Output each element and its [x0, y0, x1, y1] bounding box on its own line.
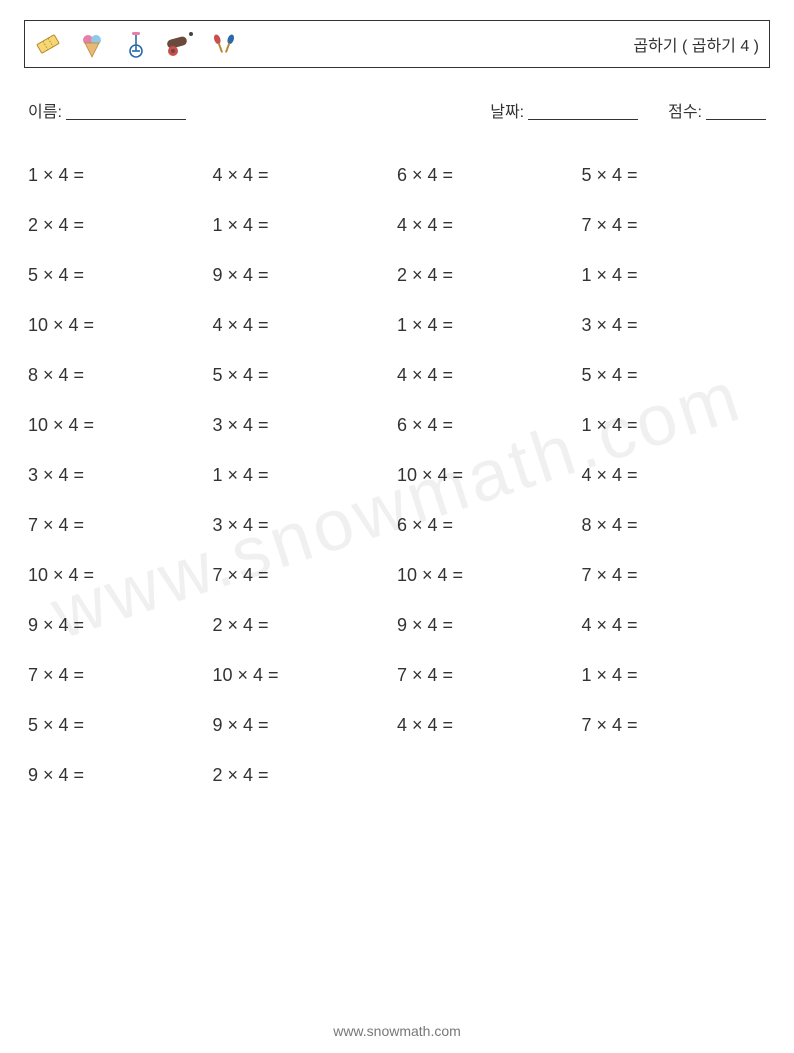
cannon-icon — [163, 27, 197, 61]
problem-cell: 2 × 4 = — [213, 600, 398, 650]
problem-cell: 2 × 4 = — [397, 250, 582, 300]
problem-cell: 4 × 4 = — [582, 450, 767, 500]
problem-cell: 6 × 4 = — [397, 500, 582, 550]
problem-cell: 7 × 4 = — [397, 650, 582, 700]
problem-cell: 5 × 4 = — [28, 700, 213, 750]
problem-cell: 4 × 4 = — [213, 300, 398, 350]
problem-cell: 10 × 4 = — [397, 450, 582, 500]
name-blank[interactable] — [66, 102, 186, 120]
problem-cell: 1 × 4 = — [213, 450, 398, 500]
problem-cell: 6 × 4 = — [397, 400, 582, 450]
problem-cell: 5 × 4 = — [582, 350, 767, 400]
score-field: 점수: — [668, 98, 766, 122]
footer-url: www.snowmath.com — [0, 1023, 794, 1039]
problem-cell: 9 × 4 = — [397, 600, 582, 650]
problem-cell: 3 × 4 = — [213, 500, 398, 550]
problem-cell: 10 × 4 = — [397, 550, 582, 600]
problem-cell: 8 × 4 = — [582, 500, 767, 550]
problem-cell: 7 × 4 = — [582, 200, 767, 250]
problem-cell: 2 × 4 = — [28, 200, 213, 250]
problem-cell: 10 × 4 = — [28, 400, 213, 450]
problem-cell: 5 × 4 = — [28, 250, 213, 300]
ticket-icon — [31, 27, 65, 61]
problem-cell: 10 × 4 = — [28, 300, 213, 350]
unicycle-icon — [119, 27, 153, 61]
problem-cell: 7 × 4 = — [582, 700, 767, 750]
date-label: 날짜: — [490, 98, 524, 122]
problem-cell: 9 × 4 = — [213, 250, 398, 300]
problem-cell: 1 × 4 = — [397, 300, 582, 350]
problem-cell: 1 × 4 = — [582, 400, 767, 450]
problem-cell: 9 × 4 = — [213, 700, 398, 750]
problem-cell: 4 × 4 = — [582, 600, 767, 650]
problem-cell: 7 × 4 = — [28, 500, 213, 550]
problem-cell: 7 × 4 = — [582, 550, 767, 600]
problem-cell: 5 × 4 = — [582, 150, 767, 200]
header-icons — [31, 27, 241, 61]
problem-cell: 9 × 4 = — [28, 750, 213, 800]
juggling-clubs-icon — [207, 27, 241, 61]
problem-cell: 1 × 4 = — [582, 650, 767, 700]
name-label: 이름: — [28, 98, 62, 122]
name-field: 이름: — [28, 98, 186, 122]
problem-cell: 4 × 4 = — [397, 700, 582, 750]
problem-cell: 3 × 4 = — [213, 400, 398, 450]
problem-cell: 2 × 4 = — [213, 750, 398, 800]
problem-cell: 1 × 4 = — [28, 150, 213, 200]
ice-cream-icon — [75, 27, 109, 61]
problem-cell: 1 × 4 = — [213, 200, 398, 250]
problem-cell: 1 × 4 = — [582, 250, 767, 300]
problem-cell: 10 × 4 = — [28, 550, 213, 600]
date-field: 날짜: — [490, 98, 638, 122]
problem-cell: 4 × 4 = — [397, 200, 582, 250]
meta-row: 이름: 날짜: 점수: — [24, 98, 770, 122]
problems-grid: 1 × 4 =4 × 4 =6 × 4 =5 × 4 =2 × 4 =1 × 4… — [24, 150, 770, 800]
score-blank[interactable] — [706, 102, 766, 120]
problem-cell: 3 × 4 = — [28, 450, 213, 500]
problem-cell: 5 × 4 = — [213, 350, 398, 400]
worksheet-title: 곱하기 ( 곱하기 4 ) — [633, 32, 759, 56]
problem-cell: 4 × 4 = — [397, 350, 582, 400]
problem-cell: 6 × 4 = — [397, 150, 582, 200]
problem-cell: 10 × 4 = — [213, 650, 398, 700]
problem-cell: 3 × 4 = — [582, 300, 767, 350]
problem-cell: 7 × 4 = — [28, 650, 213, 700]
problem-cell: 7 × 4 = — [213, 550, 398, 600]
problem-cell: 8 × 4 = — [28, 350, 213, 400]
worksheet-header: 곱하기 ( 곱하기 4 ) — [24, 20, 770, 68]
problem-cell: 4 × 4 = — [213, 150, 398, 200]
problem-cell: 9 × 4 = — [28, 600, 213, 650]
score-label: 점수: — [668, 98, 702, 122]
date-blank[interactable] — [528, 102, 638, 120]
